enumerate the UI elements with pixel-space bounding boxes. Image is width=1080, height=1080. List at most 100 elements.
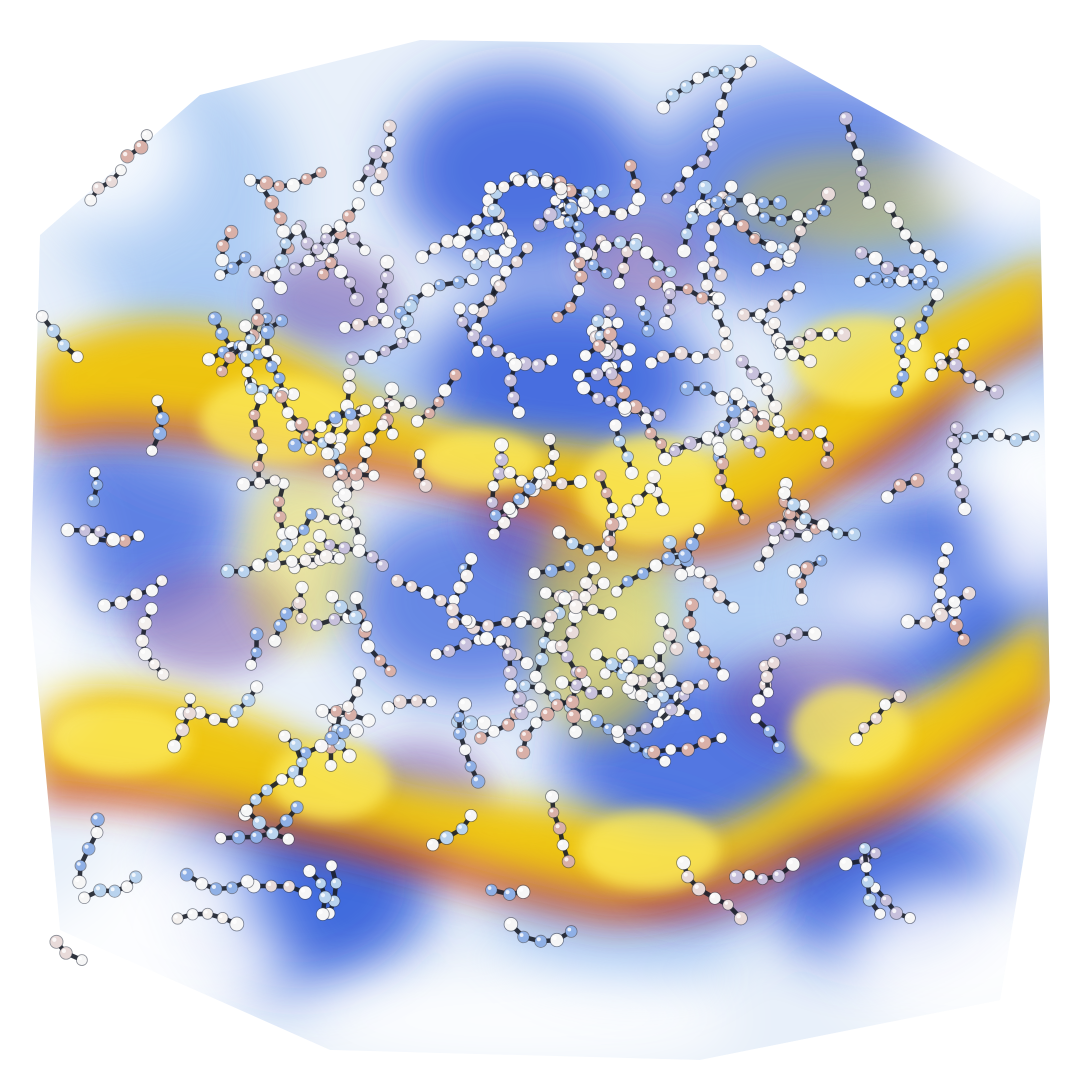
atom-highlight [76,862,81,866]
atom [363,432,376,445]
atom [957,633,970,646]
atom-highlight [647,358,652,363]
atom-highlight [505,890,510,895]
atom [453,727,466,740]
atom-highlight [460,565,465,570]
atom [91,813,104,826]
atom-highlight [758,412,763,418]
atom [883,276,894,288]
atom [342,506,354,517]
atom-highlight [341,323,345,328]
atom-highlight [774,416,779,421]
atom-highlight [881,700,886,705]
atom-highlight [219,348,224,353]
atom [861,875,874,888]
atom [129,871,142,883]
atom [411,415,424,427]
atom-highlight [959,340,964,345]
atom-highlight [560,594,565,599]
atom-highlight [173,914,178,919]
atom [498,181,510,193]
atom [217,240,229,252]
atom [614,236,627,249]
atom [640,413,652,425]
molecule-chain [220,525,299,579]
atom-highlight [563,652,568,657]
atom [380,255,394,269]
atom-highlight [327,761,331,766]
atom [663,628,677,641]
atom-highlight [642,248,647,253]
atom-highlight [758,875,763,880]
atom-highlight [253,315,258,320]
atom [351,686,363,697]
atom [934,588,946,600]
atom [481,335,493,347]
atom-highlight [287,557,292,562]
atom-highlight [788,430,793,435]
atom [380,271,394,284]
atom-highlight [579,383,584,388]
atom-highlight [668,91,673,96]
atom [571,679,582,691]
atom-highlight [279,227,284,232]
atom-highlight [715,444,720,450]
atom [910,473,924,487]
atom-highlight [738,221,743,227]
atom-highlight [455,304,460,309]
atom [852,148,864,161]
atom [900,229,911,240]
atom-highlight [859,181,864,186]
atom [381,315,394,328]
atom [552,311,563,323]
atom-highlight [592,716,597,722]
atom [317,268,329,280]
atom [363,164,376,177]
atom-highlight [597,186,603,192]
atom-highlight [774,871,779,876]
atom [731,499,743,510]
atom-highlight [683,682,688,688]
atom [579,350,591,362]
atom-highlight [279,479,284,484]
atom-highlight [784,530,789,535]
atom-highlight [646,484,651,489]
atom [590,368,604,381]
atom [669,445,681,457]
atom-highlight [781,479,787,484]
atom-highlight [602,269,607,274]
atom-highlight [550,692,555,698]
atom-highlight [762,672,767,677]
atom-highlight [510,360,516,365]
atom-highlight [384,703,389,708]
atom [949,358,963,372]
molecule-chain [543,432,560,477]
atom-highlight [93,828,97,833]
molecule-chain [565,665,588,739]
atom [296,757,307,768]
atom [794,282,806,293]
atom [607,502,618,514]
atom [346,418,360,432]
atom [215,832,227,844]
atom [650,673,661,684]
atom-highlight [504,649,510,655]
atom [175,723,189,737]
atom-highlight [839,329,844,335]
atom [93,884,107,897]
atom [500,265,512,277]
atom-highlight [684,618,690,623]
atom-highlight [992,387,997,393]
molecule-chains [35,55,1040,966]
atom [632,494,644,506]
atom-highlight [661,757,665,762]
atom [795,225,806,237]
atom [468,304,479,315]
atom [855,165,867,177]
atom [601,686,613,698]
atom-highlight [116,598,121,603]
atom [266,361,278,373]
atom-highlight [458,824,462,829]
atom [504,236,517,248]
atom-highlight [252,795,256,800]
